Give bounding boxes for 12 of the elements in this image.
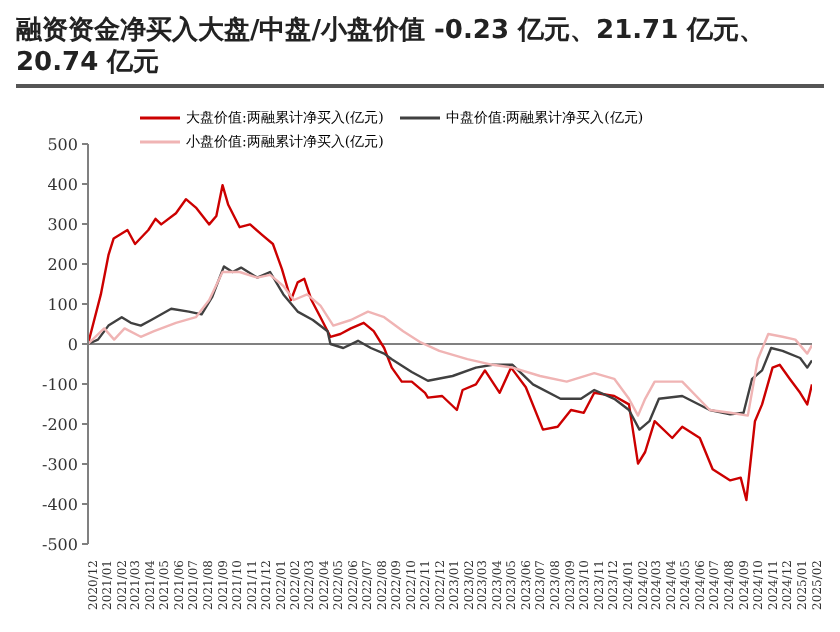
y-tick-label: 200 xyxy=(47,255,78,274)
y-tick-label: -300 xyxy=(42,455,78,474)
y-tick-label: 500 xyxy=(47,135,78,154)
y-tick-label: 100 xyxy=(47,295,78,314)
chart-title: 融资资金净买入大盘/中盘/小盘价值 -0.23 亿元、21.71 亿元、20.74 亿元 xyxy=(16,16,824,88)
y-tick-label: -200 xyxy=(42,415,78,434)
y-tick-label: -100 xyxy=(42,375,78,394)
y-tick-label: 0 xyxy=(67,335,78,354)
y-tick-label: 400 xyxy=(47,175,78,194)
y-tick-label: 300 xyxy=(47,215,78,234)
y-tick-label: -500 xyxy=(42,535,78,554)
y-tick-label: -400 xyxy=(42,495,78,514)
